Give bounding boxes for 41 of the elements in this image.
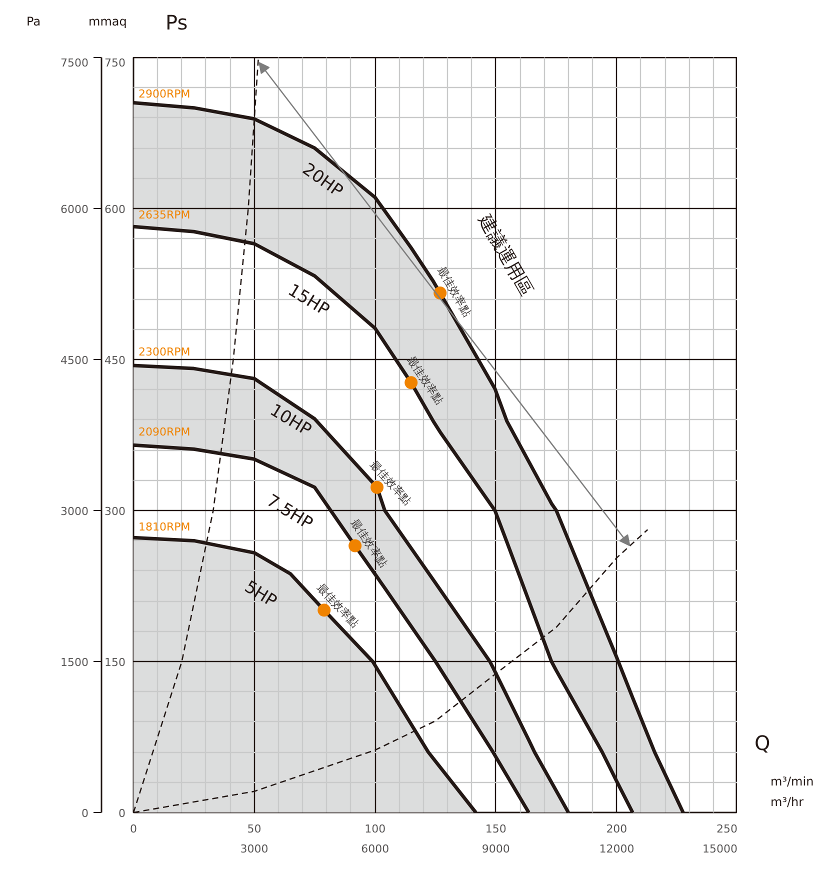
x-tick-label: 200 <box>606 822 628 836</box>
y2-tick-label: 0 <box>82 807 88 820</box>
y-tick-label: 0 <box>118 807 126 820</box>
x-tick-label: 50 <box>247 822 262 836</box>
x-tick-label: 150 <box>485 822 506 836</box>
data-label: 最佳效率點 <box>314 581 362 630</box>
y-tick-label: 300 <box>104 505 126 518</box>
y-axis-title: mmaq <box>88 14 127 28</box>
y2-tick-label: 3000 <box>60 505 89 518</box>
annotation: 2900RPM <box>138 88 190 100</box>
data-label: 最佳效率點 <box>367 458 414 508</box>
y-tick-label: 150 <box>104 656 126 669</box>
x2-tick-label: 15000 <box>702 842 738 856</box>
x-tick-label: 100 <box>364 822 386 836</box>
annotation: 1810RPM <box>138 520 190 534</box>
y-tick-label: 600 <box>104 203 126 216</box>
point <box>370 480 384 494</box>
x2-tick-label: 9000 <box>482 842 510 856</box>
y-tick-label: 450 <box>104 354 126 367</box>
x-tick-label: 250 <box>716 822 738 836</box>
data-label: 最佳效率點 <box>348 516 390 570</box>
y2-axis-title: Pa <box>26 14 41 28</box>
annotation: 2635RPM <box>138 208 190 222</box>
x-tick-label: 0 <box>130 822 137 836</box>
y2-tick-label: 6000 <box>60 203 89 216</box>
text: Ps <box>166 10 188 34</box>
y-tick-label: 750 <box>104 56 126 70</box>
x2-tick-label: 12000 <box>599 842 634 856</box>
y2-tick-label: 4500 <box>60 354 89 367</box>
y2-tick-label: 7500 <box>60 56 89 70</box>
annotation: 5HP <box>240 577 280 612</box>
x-axis-title: m³/min <box>770 774 814 788</box>
text: Q <box>754 730 770 755</box>
x2-axis-title: m³/hr <box>770 794 804 809</box>
data-label: 最佳效率點 <box>434 264 474 319</box>
x2-tick-label: 6000 <box>361 842 390 856</box>
annotation: 2090RPM <box>138 426 190 438</box>
x2-tick-label: 3000 <box>240 842 268 856</box>
data-label: 最佳效率點 <box>404 354 446 407</box>
y2-tick-label: 1500 <box>60 656 89 669</box>
annotation: 2300RPM <box>138 346 190 358</box>
